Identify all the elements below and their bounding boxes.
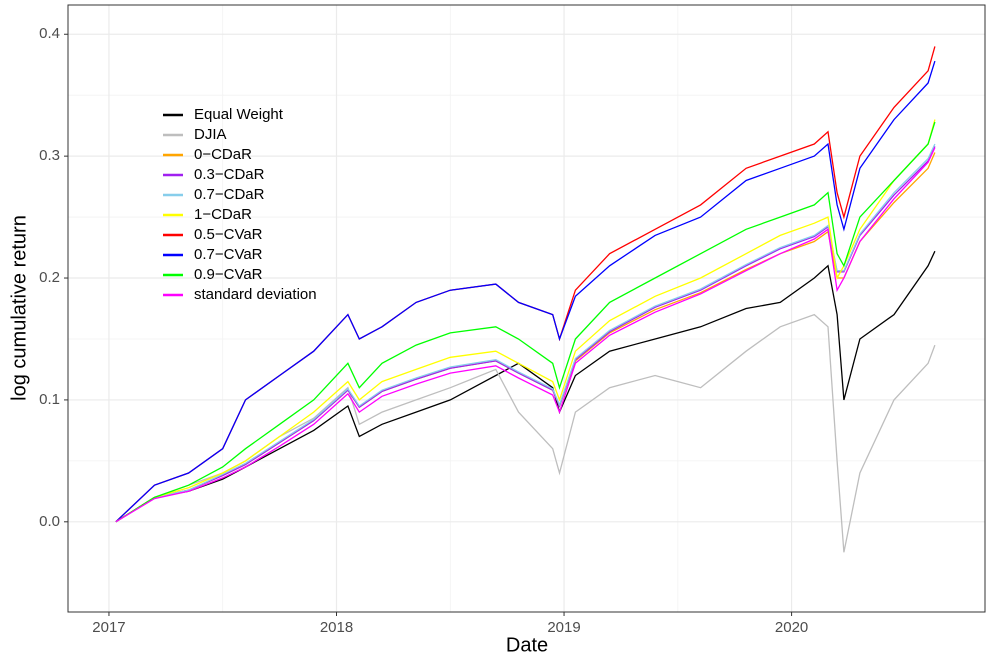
legend-label: standard deviation bbox=[194, 286, 317, 303]
series-line bbox=[115, 147, 936, 523]
y-axis-title: log cumulative return bbox=[8, 215, 30, 401]
series-line bbox=[115, 119, 936, 523]
y-tick-label: 0.0 bbox=[39, 513, 60, 530]
legend-label: DJIA bbox=[194, 126, 227, 143]
legend-label: 0.5−CVaR bbox=[194, 226, 263, 243]
legend-label: 0.7−CDaR bbox=[194, 186, 265, 203]
x-axis-title: Date bbox=[506, 634, 548, 656]
series-line bbox=[115, 60, 936, 523]
legend-label: 0.7−CVaR bbox=[194, 246, 263, 263]
series-line bbox=[115, 143, 936, 523]
x-tick-label: 2018 bbox=[320, 619, 353, 636]
series-line bbox=[115, 313, 936, 553]
legend-label: 1−CDaR bbox=[194, 206, 252, 223]
x-tick-label: 2019 bbox=[547, 619, 580, 636]
series-line bbox=[115, 250, 936, 523]
series-line bbox=[115, 121, 936, 523]
y-tick-label: 0.2 bbox=[39, 269, 60, 286]
legend-label: 0−CDaR bbox=[194, 146, 252, 163]
legend-label: 0.9−CVaR bbox=[194, 266, 263, 283]
legend-label: 0.3−CDaR bbox=[194, 166, 265, 183]
y-tick-label: 0.3 bbox=[39, 147, 60, 164]
x-tick-label: 2017 bbox=[92, 619, 125, 636]
x-tick-label: 2020 bbox=[775, 619, 808, 636]
panel-border bbox=[67, 4, 986, 613]
legend-label: Equal Weight bbox=[194, 106, 284, 123]
y-tick-label: 0.1 bbox=[39, 391, 60, 408]
y-tick-label: 0.4 bbox=[39, 25, 60, 42]
